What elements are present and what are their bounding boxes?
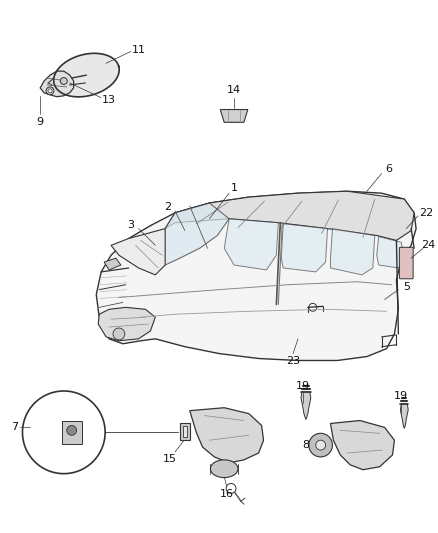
Text: 1: 1	[230, 183, 237, 193]
Polygon shape	[104, 258, 121, 270]
Polygon shape	[165, 191, 414, 240]
Text: 19: 19	[394, 391, 408, 401]
Polygon shape	[331, 421, 395, 470]
Text: 3: 3	[127, 220, 134, 230]
Polygon shape	[54, 53, 119, 97]
Text: 19: 19	[296, 381, 310, 391]
Polygon shape	[400, 404, 408, 429]
Text: 14: 14	[227, 85, 241, 95]
Polygon shape	[220, 110, 248, 123]
Circle shape	[316, 440, 325, 450]
Text: 7: 7	[11, 422, 18, 432]
Polygon shape	[96, 191, 416, 360]
Text: 9: 9	[37, 117, 44, 127]
Polygon shape	[180, 423, 190, 440]
Polygon shape	[377, 237, 404, 268]
Circle shape	[113, 328, 125, 340]
Polygon shape	[331, 229, 375, 275]
Polygon shape	[158, 203, 229, 265]
Circle shape	[309, 433, 332, 457]
Polygon shape	[62, 421, 81, 444]
Polygon shape	[111, 229, 165, 275]
Polygon shape	[40, 71, 74, 97]
Text: 23: 23	[286, 357, 300, 367]
Text: 11: 11	[131, 45, 145, 54]
Text: 2: 2	[165, 202, 172, 212]
FancyBboxPatch shape	[399, 247, 413, 279]
Text: 8: 8	[302, 440, 309, 450]
Circle shape	[67, 425, 77, 435]
Circle shape	[46, 87, 54, 95]
Circle shape	[48, 89, 52, 93]
Circle shape	[22, 391, 105, 474]
Text: 13: 13	[102, 95, 116, 104]
Text: 22: 22	[419, 208, 433, 218]
Text: 24: 24	[421, 240, 435, 251]
Circle shape	[226, 483, 236, 494]
Ellipse shape	[210, 460, 238, 478]
Polygon shape	[224, 219, 278, 270]
Circle shape	[60, 78, 67, 84]
Text: 6: 6	[385, 164, 392, 174]
Text: 5: 5	[403, 281, 410, 292]
Polygon shape	[281, 224, 328, 272]
Polygon shape	[98, 308, 155, 341]
Polygon shape	[301, 392, 311, 419]
Polygon shape	[190, 408, 264, 463]
Circle shape	[309, 303, 317, 311]
Text: 16: 16	[220, 489, 234, 499]
Polygon shape	[183, 426, 187, 437]
Text: 15: 15	[163, 454, 177, 464]
